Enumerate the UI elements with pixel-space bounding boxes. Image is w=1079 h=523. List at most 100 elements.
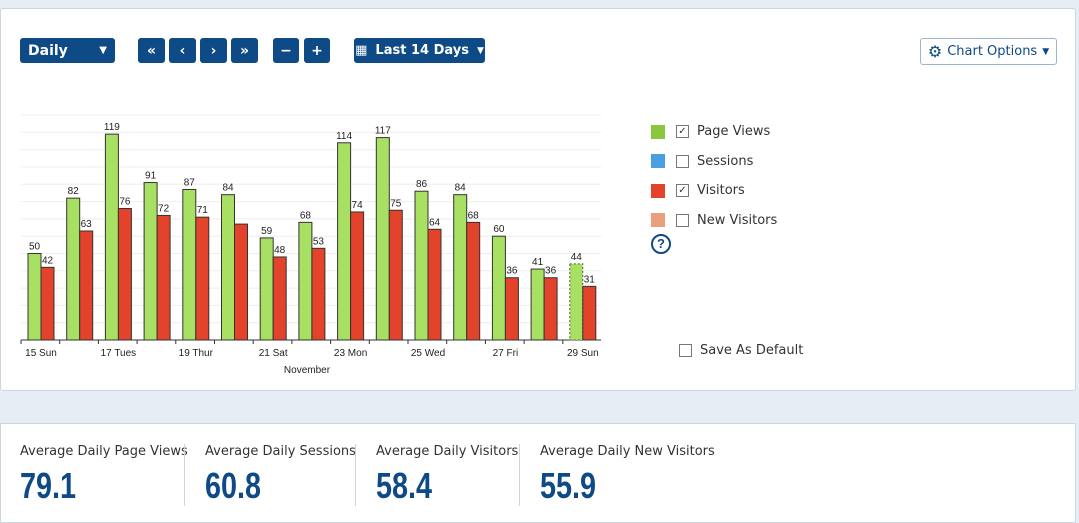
legend-label: New Visitors bbox=[697, 212, 778, 228]
x-tick-label: 23 Mon bbox=[334, 348, 367, 359]
data-label: 74 bbox=[352, 200, 364, 211]
period-label: Daily bbox=[28, 42, 68, 59]
data-label: 114 bbox=[336, 131, 352, 142]
legend-label: Sessions bbox=[697, 153, 754, 169]
bar-visitors[interactable] bbox=[543, 277, 558, 341]
bar-page-views[interactable] bbox=[143, 182, 158, 341]
bar-visitors[interactable] bbox=[234, 223, 248, 341]
data-label: 68 bbox=[300, 210, 312, 221]
legend-swatch bbox=[651, 183, 665, 198]
chart-panel: Daily ▼ « ‹ › » − + ▦ Last 14 Days ▼ ⚙ Chart… bbox=[0, 8, 1076, 391]
data-label: 50 bbox=[29, 242, 41, 253]
bar-page-views[interactable] bbox=[453, 194, 468, 341]
bar-page-views[interactable] bbox=[337, 142, 352, 341]
chart-options-label: Chart Options bbox=[947, 44, 1038, 59]
data-label: 87 bbox=[184, 177, 196, 188]
data-label: 82 bbox=[68, 186, 80, 197]
bar-page-views[interactable] bbox=[414, 190, 429, 341]
bar-page-views[interactable] bbox=[182, 188, 197, 341]
bar-visitors[interactable] bbox=[79, 230, 94, 341]
x-tick-label: 19 Thur bbox=[179, 348, 214, 359]
stat-value: 79.1 bbox=[20, 465, 77, 506]
stat-page-views: Average Daily Page Views 79.1 bbox=[20, 444, 188, 507]
bar-page-views[interactable] bbox=[104, 133, 119, 341]
bar-page-views[interactable] bbox=[27, 253, 42, 341]
bar-visitors[interactable] bbox=[388, 209, 403, 341]
zoom-in-button[interactable]: + bbox=[304, 38, 330, 63]
x-tick-label: 25 Wed bbox=[411, 348, 445, 359]
bar-page-views[interactable] bbox=[375, 137, 390, 341]
data-label: 76 bbox=[119, 197, 131, 208]
stat-label: Average Daily Page Views bbox=[20, 444, 188, 459]
bar-page-views[interactable] bbox=[66, 197, 81, 341]
bar-visitors[interactable] bbox=[427, 228, 442, 341]
divider bbox=[355, 444, 356, 506]
x-tick-label: 15 Sun bbox=[25, 348, 57, 359]
bar-visitors[interactable] bbox=[40, 266, 55, 341]
checkbox[interactable] bbox=[676, 154, 689, 168]
x-tick-label: 29 Sun bbox=[567, 348, 599, 359]
chevron-down-icon: ▼ bbox=[476, 45, 484, 56]
bar-page-views[interactable] bbox=[259, 237, 274, 341]
bar-visitors[interactable] bbox=[466, 221, 481, 341]
bar-visitors[interactable] bbox=[504, 277, 519, 341]
data-label: 36 bbox=[506, 266, 518, 277]
checkbox[interactable] bbox=[676, 213, 689, 227]
bar-page-views[interactable] bbox=[569, 263, 584, 341]
chevron-down-icon: ▼ bbox=[99, 45, 107, 56]
stat-value: 58.4 bbox=[376, 465, 433, 506]
next-button[interactable]: › bbox=[200, 38, 227, 63]
gear-icon: ⚙ bbox=[927, 42, 943, 61]
data-label: 63 bbox=[81, 219, 93, 230]
data-label: 86 bbox=[416, 179, 428, 190]
x-axis-label: November bbox=[284, 365, 331, 376]
first-button[interactable]: « bbox=[138, 38, 165, 63]
data-label: 72 bbox=[158, 203, 170, 214]
bar-visitors[interactable] bbox=[272, 256, 287, 341]
bar-visitors[interactable] bbox=[582, 285, 597, 341]
chevron-down-icon: ▼ bbox=[1042, 46, 1050, 57]
legend-swatch bbox=[651, 124, 665, 139]
data-label: 64 bbox=[429, 217, 441, 228]
data-label: 59 bbox=[261, 226, 273, 237]
data-label: 119 bbox=[104, 122, 120, 133]
bar-page-views[interactable] bbox=[491, 235, 506, 341]
legend-item[interactable]: ✓ Page Views bbox=[651, 124, 770, 139]
data-label: 84 bbox=[222, 183, 234, 194]
data-label: 71 bbox=[197, 205, 209, 216]
help-icon[interactable]: ? bbox=[651, 234, 671, 254]
stat-label: Average Daily New Visitors bbox=[540, 444, 715, 459]
data-label: 44 bbox=[571, 252, 583, 263]
bar-visitors[interactable] bbox=[195, 216, 210, 341]
bar-visitors[interactable] bbox=[350, 211, 365, 341]
checkbox[interactable]: ✓ bbox=[676, 125, 689, 138]
last-button[interactable]: » bbox=[231, 38, 258, 63]
divider bbox=[184, 444, 185, 506]
x-tick-label: 27 Fri bbox=[493, 348, 519, 359]
checkbox[interactable]: ✓ bbox=[676, 184, 689, 197]
period-select[interactable]: Daily ▼ bbox=[20, 38, 115, 63]
legend-item[interactable]: Sessions bbox=[651, 154, 753, 169]
bar-page-views[interactable] bbox=[221, 194, 235, 341]
stat-value: 60.8 bbox=[205, 465, 262, 506]
calendar-icon: ▦ bbox=[355, 43, 368, 58]
legend-item[interactable]: ✓ Visitors bbox=[651, 183, 745, 198]
checkbox[interactable] bbox=[679, 344, 692, 357]
prev-button[interactable]: ‹ bbox=[169, 38, 196, 63]
bar-page-views[interactable] bbox=[530, 268, 545, 341]
chart-options-button[interactable]: ⚙ Chart Options ▼ bbox=[920, 38, 1057, 65]
stat-label: Average Daily Visitors bbox=[376, 444, 519, 459]
zoom-out-button[interactable]: − bbox=[273, 38, 299, 63]
legend-label: Page Views bbox=[697, 124, 771, 139]
save-default-label: Save As Default bbox=[700, 343, 804, 358]
bar-visitors[interactable] bbox=[156, 214, 171, 341]
save-default-checkbox[interactable]: Save As Default bbox=[679, 343, 803, 358]
x-tick-label: 17 Tues bbox=[101, 348, 137, 359]
data-label: 75 bbox=[390, 198, 402, 209]
date-range-button[interactable]: ▦ Last 14 Days ▼ bbox=[354, 38, 485, 63]
legend-item[interactable]: New Visitors bbox=[651, 213, 777, 228]
bar-visitors[interactable] bbox=[311, 247, 326, 341]
bar-visitors[interactable] bbox=[117, 208, 132, 341]
bar-page-views[interactable] bbox=[298, 221, 313, 341]
